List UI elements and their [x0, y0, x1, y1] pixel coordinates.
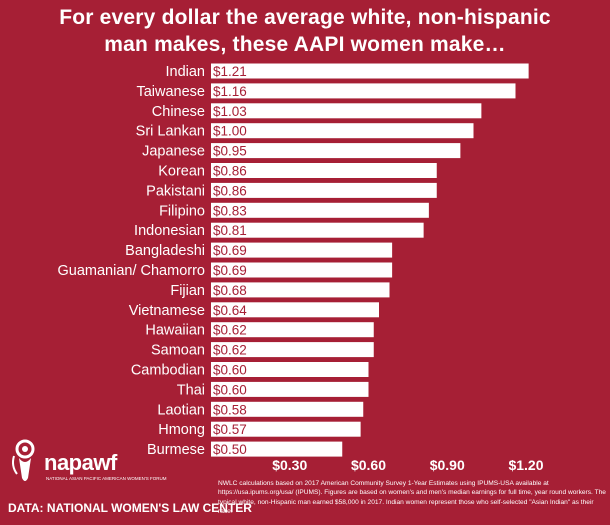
footnote: NWLC calculations based on 2017 American… — [218, 480, 606, 515]
bar — [211, 83, 516, 99]
bar — [211, 322, 374, 338]
value-label: $0.62 — [213, 323, 247, 338]
value-label: $0.69 — [213, 263, 247, 278]
bar — [211, 401, 364, 417]
title-line-2: man makes, these AAPI women make… — [104, 33, 506, 56]
category-label: Indian — [165, 64, 205, 80]
x-tick-label: $1.20 — [508, 457, 543, 473]
category-label: Sri Lankan — [136, 124, 205, 140]
bar — [211, 381, 369, 397]
napawf-logo: napawf NATIONAL ASIAN PACIFIC AMERICAN W… — [8, 432, 167, 494]
bar — [211, 103, 482, 119]
value-label: $0.81 — [213, 223, 247, 238]
chart-title: For every dollar the average white, non-… — [0, 4, 610, 58]
value-label: $0.58 — [213, 402, 247, 417]
bar — [211, 441, 343, 457]
x-tick-label: $0.30 — [272, 457, 307, 473]
logo-subtitle: NATIONAL ASIAN PACIFIC AMERICAN WOMEN'S … — [46, 476, 167, 481]
category-label: Indonesian — [134, 223, 205, 239]
bar — [211, 421, 361, 437]
value-label: $0.57 — [213, 422, 247, 437]
bar — [211, 63, 529, 79]
category-label: Hmong — [158, 422, 205, 438]
bar — [211, 342, 374, 358]
category-label: Pakistani — [146, 183, 205, 199]
category-label: Laotian — [157, 402, 205, 418]
bar — [211, 262, 393, 278]
value-label: $1.16 — [213, 84, 247, 99]
category-label: Burmese — [147, 442, 205, 458]
value-label: $0.86 — [213, 164, 247, 179]
bar-chart: Indian $1.21 Taiwanese $1.16 Chinese $1.03 Sri… — [58, 63, 544, 473]
bar — [211, 143, 461, 159]
value-label: $1.03 — [213, 104, 247, 119]
bar — [211, 282, 390, 298]
x-tick-label: $0.90 — [430, 457, 465, 473]
logo-figure-icon — [12, 439, 35, 481]
title-line-1: For every dollar the average white, non-… — [59, 6, 551, 29]
category-label: Fijian — [170, 283, 205, 299]
bar — [211, 242, 393, 258]
category-label: Korean — [158, 164, 205, 180]
value-label: $0.95 — [213, 144, 247, 159]
value-label: $0.60 — [213, 363, 247, 378]
category-label: Hawaiian — [145, 323, 205, 339]
category-label: Taiwanese — [136, 84, 205, 100]
category-label: Vietnamese — [129, 303, 205, 319]
value-label: $1.21 — [213, 64, 247, 79]
value-label: $0.60 — [213, 382, 247, 397]
value-label: $0.64 — [213, 303, 247, 318]
data-source: DATA: NATIONAL WOMEN'S LAW CENTER — [8, 501, 252, 515]
category-label: Thai — [177, 382, 205, 398]
x-tick-label: $0.60 — [351, 457, 386, 473]
bar — [211, 163, 437, 178]
category-label: Japanese — [142, 144, 205, 160]
value-label: $1.00 — [213, 124, 247, 139]
bar — [211, 202, 429, 218]
value-label: $0.86 — [213, 183, 247, 198]
category-label: Samoan — [151, 343, 205, 359]
category-label: Cambodian — [131, 363, 205, 379]
bar — [211, 182, 437, 198]
value-label: $0.62 — [213, 343, 247, 358]
bar — [211, 222, 424, 238]
category-label: Bangladeshi — [125, 243, 205, 259]
value-label: $0.83 — [213, 203, 247, 218]
value-label: $0.69 — [213, 243, 247, 258]
category-label: Filipino — [159, 203, 205, 219]
logo-wordmark: napawf — [44, 450, 117, 475]
value-label: $0.68 — [213, 283, 247, 298]
value-label: $0.50 — [213, 442, 247, 457]
category-label: Guamanian/ Chamorro — [58, 263, 206, 279]
bar — [211, 123, 474, 139]
bar — [211, 302, 379, 318]
bar — [211, 362, 369, 377]
category-label: Chinese — [152, 104, 205, 120]
